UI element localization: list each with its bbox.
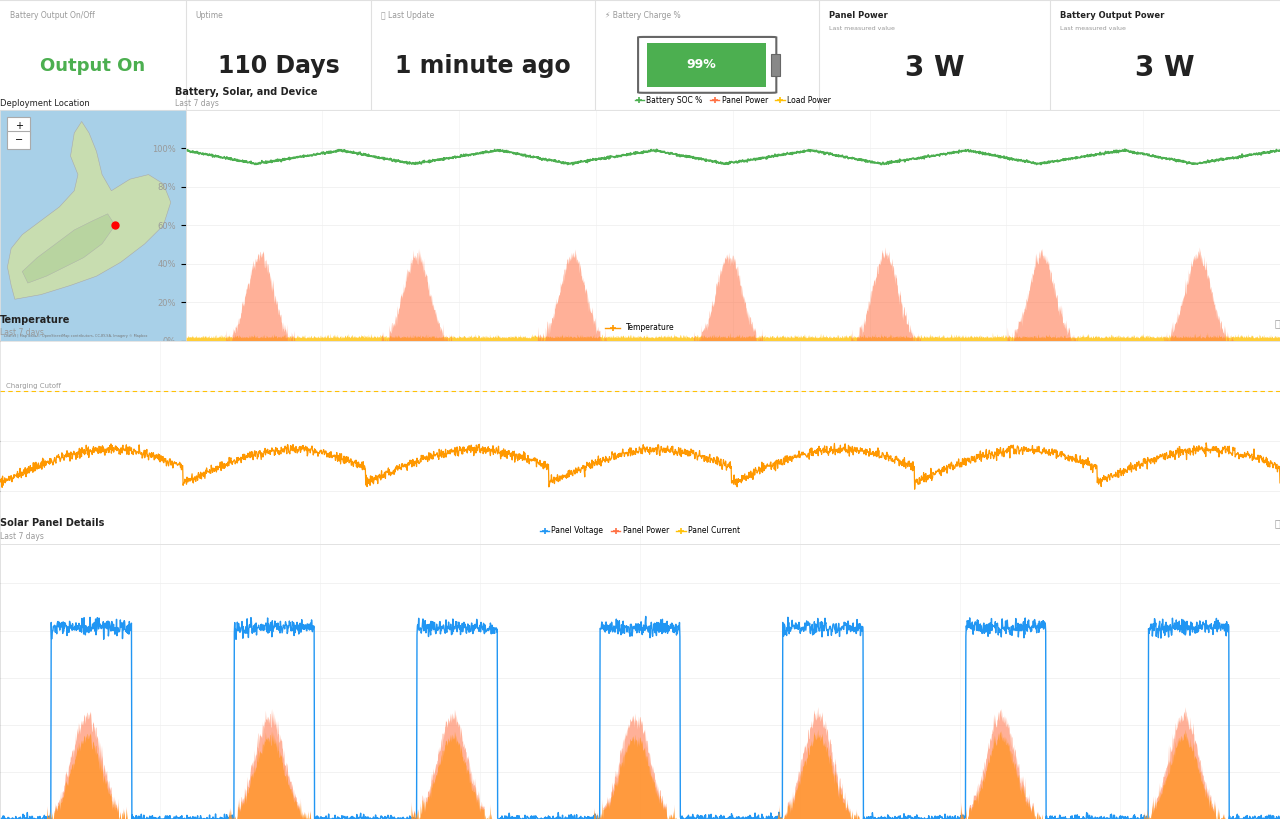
Text: 3 W: 3 W xyxy=(1135,54,1194,82)
Text: Charging Cutoff: Charging Cutoff xyxy=(6,383,61,389)
Text: 3 W: 3 W xyxy=(905,54,964,82)
Text: Deployment Location: Deployment Location xyxy=(0,99,90,108)
Text: Leaflet | Map data © OpenStreetMap contributors, CC-BY-SA, Imagery © Mapbox: Leaflet | Map data © OpenStreetMap contr… xyxy=(4,334,147,338)
Text: Last measured value: Last measured value xyxy=(829,26,895,31)
Text: Last 7 days: Last 7 days xyxy=(0,532,44,541)
Bar xyxy=(646,43,767,87)
Text: Battery Output Power: Battery Output Power xyxy=(1060,11,1165,20)
Bar xyxy=(771,54,781,76)
Text: ⓘ: ⓘ xyxy=(1274,319,1280,328)
Text: Battery Output On/Off: Battery Output On/Off xyxy=(10,11,95,20)
Text: Uptime: Uptime xyxy=(196,11,224,20)
Polygon shape xyxy=(22,214,115,283)
Bar xyxy=(8,131,29,149)
Legend: Battery SOC %, Panel Power, Load Power: Battery SOC %, Panel Power, Load Power xyxy=(632,93,833,108)
Text: Last 7 days: Last 7 days xyxy=(0,328,44,337)
Text: Last measured value: Last measured value xyxy=(1060,26,1125,31)
Text: Output On: Output On xyxy=(40,57,146,75)
Text: Battery, Solar, and Device: Battery, Solar, and Device xyxy=(174,88,317,97)
Text: Last 7 days: Last 7 days xyxy=(174,98,219,107)
Text: Solar Panel Details: Solar Panel Details xyxy=(0,518,105,527)
Text: Temperature: Temperature xyxy=(0,314,70,324)
Text: Panel Power: Panel Power xyxy=(829,11,888,20)
Text: 99%: 99% xyxy=(686,58,716,71)
FancyBboxPatch shape xyxy=(637,37,776,93)
Text: ⏰ Last Update: ⏰ Last Update xyxy=(381,11,435,20)
Legend: Temperature: Temperature xyxy=(602,320,678,335)
Polygon shape xyxy=(8,121,170,299)
Text: ⓘ: ⓘ xyxy=(1274,518,1280,527)
Text: 1 minute ago: 1 minute ago xyxy=(396,54,571,78)
Legend: Panel Voltage, Panel Power, Panel Current: Panel Voltage, Panel Power, Panel Curren… xyxy=(536,523,744,538)
Text: ⚡ Battery Charge %: ⚡ Battery Charge % xyxy=(605,11,681,20)
Bar xyxy=(8,117,29,135)
Text: 110 Days: 110 Days xyxy=(218,54,339,78)
Text: −: − xyxy=(14,135,23,145)
Text: +: + xyxy=(14,121,23,131)
